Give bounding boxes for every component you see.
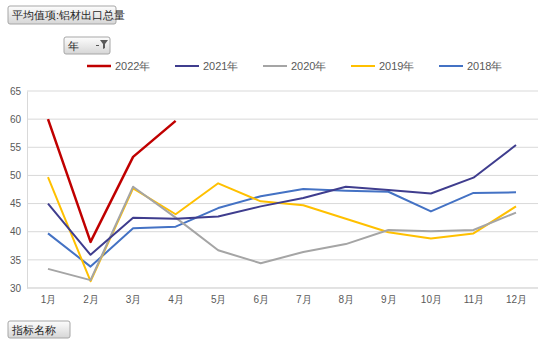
x-tick-label: 5月: [211, 294, 227, 305]
legend-item: 2018年: [439, 60, 502, 72]
legend-item: 2020年: [263, 60, 326, 72]
y-tick: 60: [10, 114, 27, 125]
x-tick: 4月: [168, 288, 184, 305]
annotation-button-box[interactable]: [8, 321, 70, 338]
annotation-button-box[interactable]: [64, 37, 110, 54]
legend-label: 2022年: [115, 60, 150, 72]
x-tick: 8月: [339, 288, 355, 305]
y-tick: 40: [10, 226, 27, 237]
x-tick: 1月: [41, 288, 57, 305]
x-tick-label: 9月: [381, 294, 397, 305]
series-line: [48, 189, 516, 267]
x-tick-label: 12月: [506, 294, 527, 305]
x-tick: 6月: [253, 288, 269, 305]
x-tick-label: 1月: [41, 294, 57, 305]
grid-line: [27, 91, 538, 92]
series-line: [48, 119, 176, 242]
x-tick: 11月: [464, 288, 484, 305]
y-tick-label: 50: [10, 170, 22, 181]
legend-swatch: [175, 65, 199, 67]
x-tick-label: 11月: [464, 294, 484, 305]
grid-line: [27, 288, 538, 289]
series-line: [48, 177, 516, 281]
legend-swatch: [439, 65, 463, 67]
y-tick: 30: [10, 283, 27, 294]
y-tick: 55: [10, 142, 27, 153]
legend: 2022年 2021年 2020年 2019年 2018年: [87, 60, 502, 72]
y-axis-line: [27, 92, 28, 289]
annotation-button-text[interactable]: 年: [68, 40, 79, 52]
legend-label: 2020年: [291, 60, 326, 72]
annotation-button[interactable]: 年: [64, 37, 110, 54]
x-tick: 3月: [126, 288, 142, 305]
x-tick: 10月: [421, 288, 442, 305]
y-tick: 50: [10, 170, 27, 181]
legend-label: 2019年: [379, 60, 414, 72]
plot-lines: [48, 119, 516, 281]
x-tick-label: 2月: [83, 294, 99, 305]
x-tick: 12月: [506, 288, 527, 305]
y-tick: 35: [10, 255, 27, 266]
grid-line: [27, 147, 538, 148]
y-axis: 30 35 40 45 50 55 60 65: [10, 86, 28, 294]
title-button-text[interactable]: 平均值项:铝材出口总量: [12, 9, 125, 21]
x-tick-label: 4月: [168, 294, 184, 305]
x-axis-line: [27, 288, 538, 289]
y-tick-label: 35: [10, 255, 22, 266]
x-tick: 9月: [381, 288, 397, 305]
y-tick-label: 65: [10, 86, 22, 97]
y-tick-label: 30: [10, 283, 22, 294]
annotation-button-filter[interactable]: [100, 40, 108, 49]
y-tick: 45: [10, 198, 27, 209]
series-line: [48, 187, 516, 280]
y-tick-label: 55: [10, 142, 22, 153]
annotation-button-text[interactable]: 指标名称: [11, 324, 56, 336]
grid-line: [27, 119, 538, 120]
y-tick-label: 45: [10, 198, 22, 209]
legend-label: 2021年: [203, 60, 238, 72]
x-tick-label: 6月: [253, 294, 269, 305]
x-tick-label: 7月: [296, 294, 312, 305]
title-button[interactable]: 平均值项:铝材出口总量: [8, 6, 125, 24]
legend-swatch: [87, 65, 111, 68]
series-line: [48, 145, 516, 255]
grid-line: [27, 175, 538, 176]
x-tick: 7月: [296, 288, 312, 305]
grid: [27, 91, 538, 288]
x-axis: 1月 2月 3月 4月 5月 6月 7月 8月 9月 10月 11月 12月: [27, 288, 538, 305]
legend-item: 2019年: [351, 60, 414, 72]
grid-line: [27, 259, 538, 260]
y-tick-label: 40: [10, 226, 22, 237]
legend-label: 2018年: [467, 60, 502, 72]
annotation-button[interactable]: 指标名称: [8, 321, 70, 338]
legend-item: 2022年: [87, 60, 150, 72]
grid-line: [27, 231, 538, 232]
y-tick: 65: [10, 86, 27, 97]
legend-swatch: [263, 65, 287, 67]
x-tick-label: 3月: [126, 294, 142, 305]
legend-swatch: [351, 65, 375, 67]
legend-item: 2021年: [175, 60, 238, 72]
annotation-button-icon[interactable]: [96, 45, 99, 46]
y-tick-label: 60: [10, 114, 22, 125]
x-tick: 5月: [211, 288, 227, 305]
x-tick-label: 10月: [421, 294, 442, 305]
x-tick: 2月: [83, 288, 99, 305]
x-tick-label: 8月: [339, 294, 355, 305]
